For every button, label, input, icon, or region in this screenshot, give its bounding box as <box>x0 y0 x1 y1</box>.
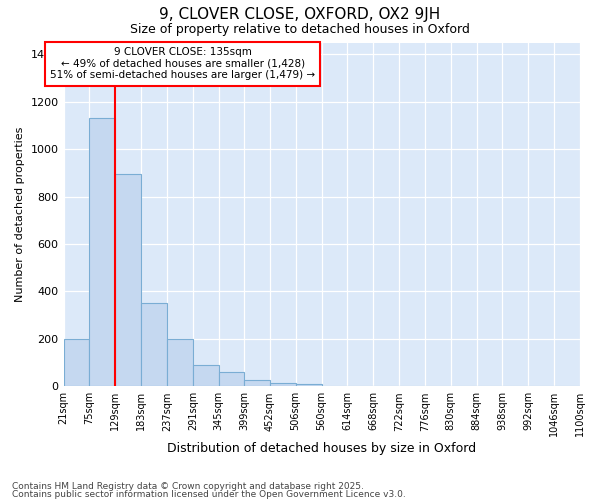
X-axis label: Distribution of detached houses by size in Oxford: Distribution of detached houses by size … <box>167 442 476 455</box>
Bar <box>167 339 193 386</box>
Bar <box>64 339 89 386</box>
Y-axis label: Number of detached properties: Number of detached properties <box>15 126 25 302</box>
Text: 9, CLOVER CLOSE, OXFORD, OX2 9JH: 9, CLOVER CLOSE, OXFORD, OX2 9JH <box>160 8 440 22</box>
Bar <box>193 365 218 386</box>
Bar <box>244 380 270 386</box>
Bar <box>270 383 296 386</box>
Text: 9 CLOVER CLOSE: 135sqm
← 49% of detached houses are smaller (1,428)
51% of semi-: 9 CLOVER CLOSE: 135sqm ← 49% of detached… <box>50 47 315 80</box>
Bar <box>141 304 167 386</box>
Bar <box>296 384 322 386</box>
Text: Contains HM Land Registry data © Crown copyright and database right 2025.: Contains HM Land Registry data © Crown c… <box>12 482 364 491</box>
Text: Contains public sector information licensed under the Open Government Licence v3: Contains public sector information licen… <box>12 490 406 499</box>
Text: Size of property relative to detached houses in Oxford: Size of property relative to detached ho… <box>130 22 470 36</box>
Bar <box>218 372 244 386</box>
Bar <box>115 174 141 386</box>
Bar <box>89 118 115 386</box>
